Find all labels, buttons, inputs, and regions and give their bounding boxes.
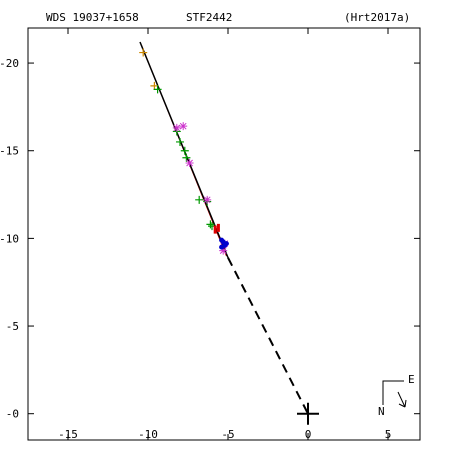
x-tick-label: -10 <box>138 428 158 441</box>
discoverer-label: STF2442 <box>186 11 233 24</box>
star-point <box>172 123 181 132</box>
plus-point <box>176 137 184 146</box>
x-tick-label: 0 <box>305 428 312 441</box>
plus-point <box>153 85 162 94</box>
x-tick-label: -5 <box>221 428 234 441</box>
orbit-lines <box>139 41 319 425</box>
y-tick-label: -15 <box>0 145 19 158</box>
plus-point <box>195 195 204 204</box>
axis-ticks: -15 -10 -5 0 5 -0 -5 -10 -15 -20 <box>0 28 420 441</box>
y-tick-label: -5 <box>6 320 19 333</box>
orbit-reference-label: (Hrt2017a) <box>344 11 411 24</box>
measurement-points <box>139 48 229 255</box>
y-tick-label: -0 <box>6 408 19 421</box>
primary-star-marker <box>297 402 319 425</box>
dot-point <box>223 241 229 247</box>
x-tick-label: 5 <box>385 428 392 441</box>
plus-point <box>206 220 215 229</box>
wds-id-label: WDS 19037+1658 <box>46 11 139 24</box>
star-point <box>185 158 194 167</box>
x-tick-label: -15 <box>58 428 78 441</box>
plus-point <box>139 48 148 57</box>
plot-frame <box>27 27 421 441</box>
dashed-line-to-primary <box>227 257 309 415</box>
orbit-fit-line <box>139 41 229 258</box>
star-point <box>179 122 188 131</box>
orientation-indicator: N E <box>378 373 415 418</box>
orientation-axes-icon <box>382 380 404 405</box>
north-label: N <box>378 405 385 418</box>
y-tick-label: -10 <box>0 232 19 245</box>
plus-point <box>180 146 189 155</box>
east-label: E <box>408 373 415 386</box>
y-tick-label: -20 <box>0 57 19 70</box>
bar-point <box>213 225 217 234</box>
star-point <box>219 246 228 255</box>
bar-point <box>216 223 220 232</box>
star-point <box>203 195 212 204</box>
motion-arrow-icon <box>397 391 407 408</box>
dot-point <box>219 244 225 250</box>
